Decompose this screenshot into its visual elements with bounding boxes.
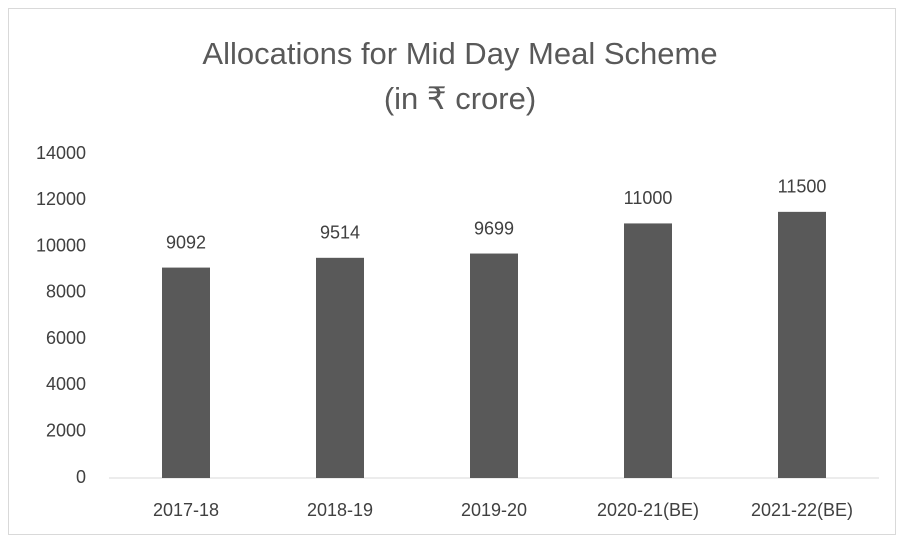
x-tick-label: 2018-19 [307, 500, 373, 520]
data-label: 11000 [624, 188, 673, 208]
bar [624, 223, 672, 478]
y-tick-label: 4000 [46, 374, 86, 394]
y-tick-label: 14000 [36, 143, 86, 163]
x-tick-label: 2020-21(BE) [597, 500, 699, 520]
y-tick-label: 10000 [36, 235, 86, 255]
y-tick-label: 2000 [46, 420, 86, 440]
chart-frame [8, 8, 896, 535]
y-tick-label: 0 [76, 467, 86, 487]
chart-subtitle: (in ₹ crore) [384, 81, 536, 116]
y-tick-label: 8000 [46, 282, 86, 302]
y-tick-label: 6000 [46, 328, 86, 348]
data-label: 9092 [166, 232, 206, 252]
bar [162, 267, 210, 478]
data-label: 9699 [474, 218, 514, 238]
x-tick-label: 2021-22(BE) [751, 500, 853, 520]
data-label: 11500 [778, 177, 827, 197]
bar [316, 257, 364, 478]
x-tick-label: 2017-18 [153, 500, 219, 520]
x-tick-label: 2019-20 [461, 500, 527, 520]
data-label: 9514 [320, 223, 360, 243]
y-tick-label: 12000 [36, 189, 86, 209]
bar [778, 211, 826, 478]
bar [470, 253, 518, 478]
chart-title: Allocations for Mid Day Meal Scheme [202, 36, 717, 71]
